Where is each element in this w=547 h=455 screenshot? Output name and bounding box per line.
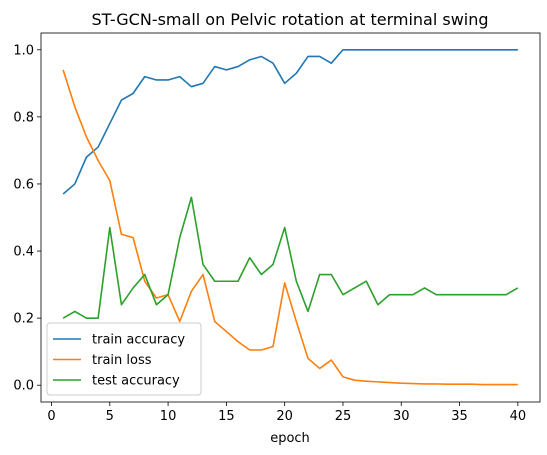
x-tick-label: 0 [47,409,55,424]
legend-label-test-accuracy: test accuracy [92,374,180,389]
series-line-train-accuracy [62,48,518,195]
x-tick-label: 10 [160,409,177,424]
x-axis: 0 5 10 15 20 25 30 35 40 [47,402,526,424]
x-tick-label: 35 [451,409,468,424]
x-axis-label: epoch [270,431,310,446]
series-layer [62,48,519,386]
series-line-train-loss [62,69,518,386]
legend-label-train-loss: train loss [92,353,152,368]
x-tick-label: 30 [393,409,410,424]
y-tick-label: 1.0 [13,43,34,58]
legend-label-train-accuracy: train accuracy [92,333,185,348]
y-tick-label: 0.2 [13,312,34,327]
series-line-test-accuracy [62,196,519,319]
x-tick-label: 40 [510,409,527,424]
legend: train accuracy train loss test accuracy [46,322,202,396]
plot-frame [40,32,541,403]
x-tick-label: 20 [276,409,293,424]
y-tick-label: 0.0 [13,379,34,394]
chart-title: ST-GCN-small on Pelvic rotation at termi… [91,10,488,29]
y-axis: 0.0 0.2 0.4 0.6 0.8 1.0 [13,43,41,394]
y-tick-label: 0.6 [13,177,34,192]
y-tick-label: 0.4 [13,245,34,260]
x-tick-label: 5 [106,409,114,424]
x-tick-label: 25 [335,409,352,424]
x-tick-label: 15 [218,409,235,424]
legend-box [46,322,202,396]
y-tick-label: 0.8 [13,110,34,125]
